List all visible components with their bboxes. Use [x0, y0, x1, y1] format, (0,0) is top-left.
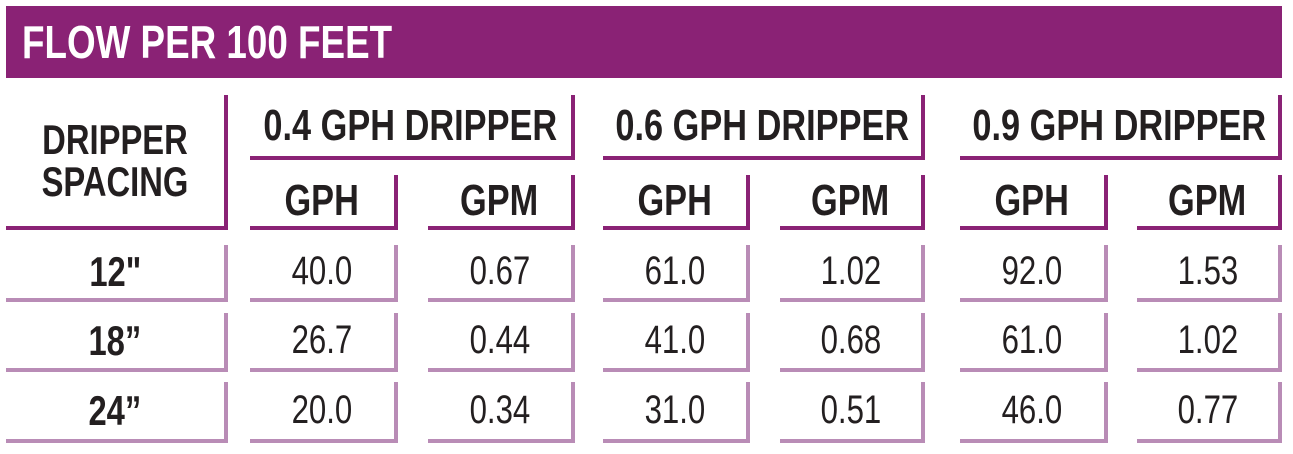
- row-label: 24”: [88, 386, 142, 434]
- value: 61.0: [1001, 318, 1063, 362]
- group-header-cell: 0.4 GPH DRIPPER: [250, 95, 575, 160]
- value-cell: 40.0: [250, 245, 398, 302]
- group-header: 0.4 GPH DRIPPER: [263, 100, 558, 150]
- value-cell: 31.0: [603, 382, 750, 443]
- row-label: 18”: [88, 316, 142, 364]
- group-header-cell: 0.9 GPH DRIPPER: [960, 95, 1282, 160]
- subheader-cell: GPH: [603, 175, 750, 230]
- value-cell: 20.0: [250, 382, 398, 443]
- row-label-cell: 12": [6, 245, 228, 302]
- value-cell: 1.02: [780, 245, 925, 302]
- subheader-cell: GPM: [428, 175, 575, 230]
- subheader: GPM: [460, 175, 539, 225]
- value: 1.02: [820, 249, 881, 293]
- subheader-cell: GPM: [780, 175, 925, 230]
- value: 0.67: [469, 249, 530, 293]
- group-header: 0.9 GPH DRIPPER: [972, 100, 1266, 150]
- title-bar: FLOW PER 100 FEET: [6, 6, 1282, 78]
- value: 0.68: [820, 318, 881, 362]
- value: 0.34: [469, 388, 530, 432]
- value-cell: 1.02: [1137, 313, 1282, 372]
- value: 1.02: [1177, 318, 1238, 362]
- value: 0.44: [469, 318, 530, 362]
- value: 0.51: [820, 388, 881, 432]
- group-header: 0.6 GPH DRIPPER: [615, 100, 909, 150]
- value: 40.0: [291, 249, 353, 293]
- value: 26.7: [291, 318, 353, 362]
- value: 46.0: [1001, 388, 1063, 432]
- subheader: GPH: [994, 175, 1070, 225]
- value: 1.53: [1177, 249, 1238, 293]
- subheader: GPM: [1168, 175, 1247, 225]
- title: FLOW PER 100 FEET: [22, 16, 393, 68]
- subheader: GPH: [284, 175, 360, 225]
- value-cell: 41.0: [603, 313, 750, 372]
- value-cell: 46.0: [960, 382, 1108, 443]
- row-label-cell: 18”: [6, 313, 228, 372]
- subheader: GPH: [637, 175, 712, 225]
- subheader-cell: GPM: [1137, 175, 1282, 230]
- value: 92.0: [1001, 249, 1063, 293]
- value-cell: 0.34: [428, 382, 575, 443]
- value-cell: 0.68: [780, 313, 925, 372]
- subheader-cell: GPH: [250, 175, 398, 230]
- group-header-cell: 0.6 GPH DRIPPER: [603, 95, 925, 160]
- value: 61.0: [644, 249, 705, 293]
- value-cell: 0.67: [428, 245, 575, 302]
- value-cell: 26.7: [250, 313, 398, 372]
- value: 0.77: [1177, 388, 1238, 432]
- value-cell: 1.53: [1137, 245, 1282, 302]
- corner-header-cell: DRIPPER SPACING: [6, 95, 228, 230]
- value: 20.0: [291, 388, 353, 432]
- value-cell: 0.44: [428, 313, 575, 372]
- subheader-cell: GPH: [960, 175, 1108, 230]
- value: 41.0: [644, 318, 705, 362]
- value-cell: 0.51: [780, 382, 925, 443]
- subheader: GPM: [811, 175, 890, 225]
- value: 31.0: [644, 388, 705, 432]
- corner-header: DRIPPER SPACING: [41, 115, 189, 205]
- row-label-cell: 24”: [6, 382, 228, 443]
- value-cell: 0.77: [1137, 382, 1282, 443]
- row-label: 12": [89, 247, 141, 295]
- value-cell: 61.0: [603, 245, 750, 302]
- value-cell: 61.0: [960, 313, 1108, 372]
- value-cell: 92.0: [960, 245, 1108, 302]
